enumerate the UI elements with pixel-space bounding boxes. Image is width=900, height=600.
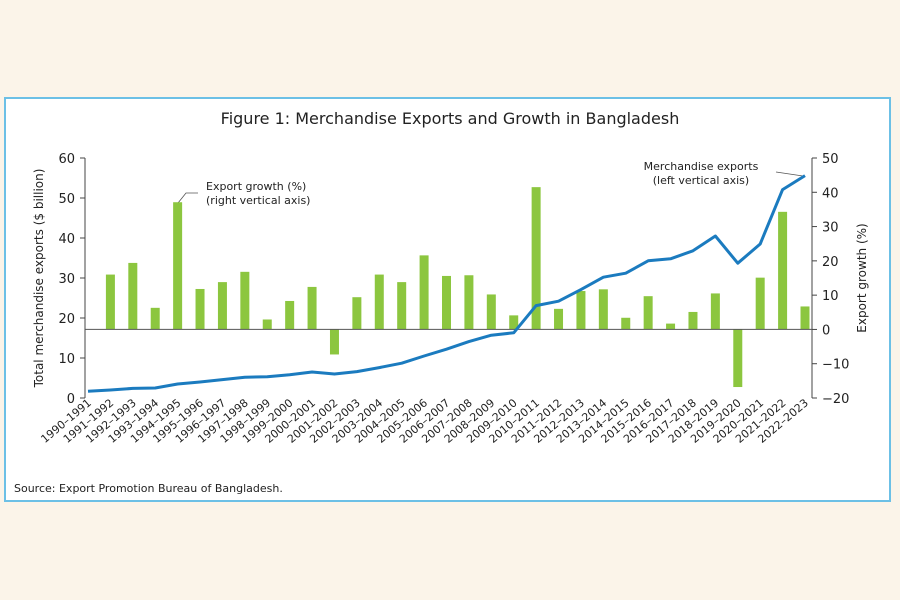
growth-bar [262, 319, 272, 330]
growth-bar [598, 289, 608, 330]
growth-bar [464, 275, 474, 330]
growth-bar [217, 282, 227, 330]
right-tick-label: 20 [822, 255, 839, 270]
left-tick-label: 0 [67, 392, 75, 407]
bar-annotation-leader [177, 192, 198, 204]
growth-bar [643, 296, 653, 330]
source-note: Source: Export Promotion Bureau of Bangl… [14, 482, 283, 495]
growth-bar [307, 286, 317, 330]
growth-bar [554, 308, 564, 330]
growth-bar [621, 317, 631, 330]
growth-bar [531, 187, 541, 330]
growth-bar [329, 329, 339, 355]
growth-bar [128, 262, 138, 330]
right-tick-label: 0 [822, 323, 830, 338]
right-tick-label: −20 [822, 392, 849, 407]
growth-bar [352, 297, 362, 330]
right-tick-label: 50 [822, 152, 839, 167]
growth-bar [419, 255, 429, 330]
growth-bar [486, 294, 496, 330]
right-tick-label: 10 [822, 289, 839, 304]
line-annotation-line2: (left vertical axis) [653, 174, 749, 187]
chart-title: Figure 1: Merchandise Exports and Growth… [221, 109, 680, 128]
growth-bar [397, 282, 407, 330]
growth-bar [778, 211, 788, 330]
growth-bar [509, 315, 519, 330]
right-tick-label: −10 [822, 358, 849, 373]
right-tick-label: 30 [822, 221, 839, 236]
bar-annotation-line1: Export growth (%) [206, 180, 306, 193]
line-annotation-line1: Merchandise exports [644, 160, 759, 173]
right-tick-label: 40 [822, 186, 839, 201]
growth-bar [442, 275, 451, 330]
left-tick-label: 50 [58, 192, 75, 207]
growth-bar [150, 307, 160, 330]
left-tick-label: 60 [58, 152, 75, 167]
left-tick-label: 40 [58, 232, 75, 247]
growth-bar [688, 311, 698, 330]
bar-annotation-line2: (right vertical axis) [206, 194, 310, 207]
growth-bar [800, 306, 810, 330]
growth-bar [576, 291, 586, 330]
growth-bar [240, 271, 250, 330]
growth-bar [285, 300, 295, 330]
growth-bar [105, 274, 115, 330]
left-axis-label: Total merchandise exports ($ billion) [32, 169, 46, 389]
line-annotation-leader [775, 171, 804, 177]
left-tick-label: 30 [58, 272, 75, 287]
left-tick-label: 20 [58, 312, 75, 327]
growth-bar [755, 277, 765, 330]
exports-line [87, 174, 806, 393]
growth-bar [173, 202, 183, 330]
left-tick-label: 10 [58, 352, 75, 367]
growth-bar [733, 329, 743, 388]
growth-bar [666, 323, 676, 330]
right-axis-label: Export growth (%) [855, 223, 869, 332]
growth-bar [710, 293, 720, 330]
growth-bar [195, 288, 205, 330]
growth-bar [374, 274, 384, 330]
